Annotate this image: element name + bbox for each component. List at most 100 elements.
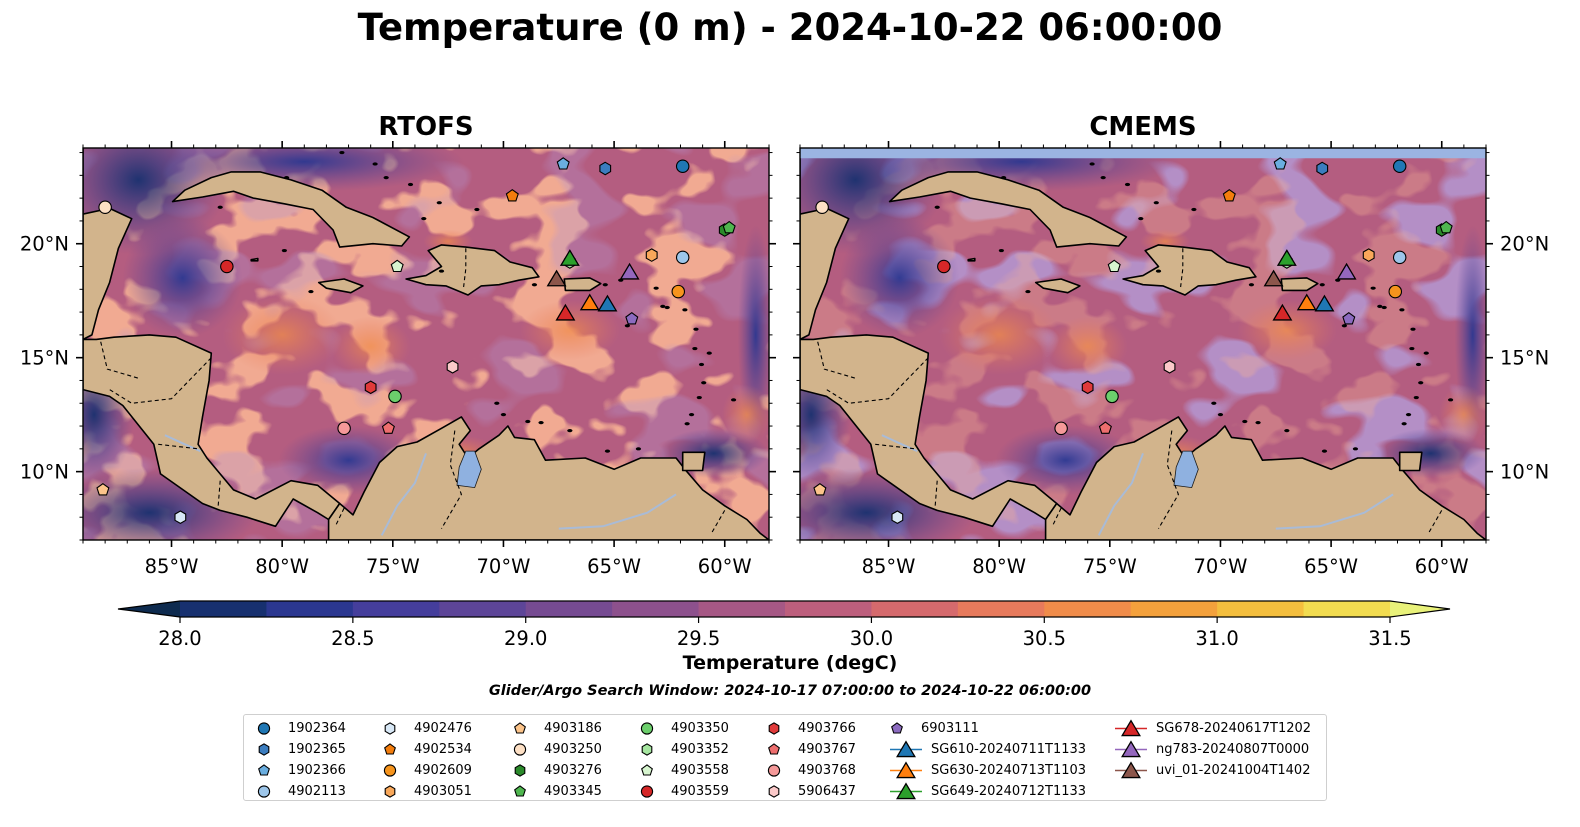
colorbar-segment xyxy=(612,601,700,617)
island xyxy=(730,398,737,402)
marker-4902476 xyxy=(174,510,187,525)
lon-tick-label: 70°W xyxy=(477,555,531,578)
island xyxy=(1284,429,1290,433)
island xyxy=(438,269,445,273)
colorbar-segment xyxy=(525,601,613,617)
legend-item-SG649-20240712T1133: SG649-20240712T1133 xyxy=(889,781,1089,802)
island xyxy=(1413,395,1419,400)
legend-symbol xyxy=(384,785,396,798)
lat-tick-label: 15°N xyxy=(1500,347,1549,370)
land-trinidad xyxy=(1398,451,1423,472)
legend-symbol xyxy=(640,722,654,735)
country-border xyxy=(711,510,726,534)
legend-label: SG678-20240617T1202 xyxy=(1156,721,1312,736)
marker-4903767 xyxy=(1098,421,1112,434)
island xyxy=(1370,286,1376,290)
legend-label: SG610-20240711T1133 xyxy=(931,742,1087,757)
panel-title-cmems: CMEMS xyxy=(1089,112,1197,142)
lon-tick-label: 80°W xyxy=(972,555,1026,578)
land-jamaica xyxy=(317,278,364,294)
island xyxy=(1089,162,1095,166)
island xyxy=(217,205,223,209)
land-yucatan xyxy=(83,148,133,341)
island xyxy=(602,283,608,287)
island xyxy=(706,351,712,355)
country-border xyxy=(826,357,929,404)
river xyxy=(558,493,677,530)
marker-4903559 xyxy=(220,259,234,274)
island xyxy=(1418,381,1424,385)
colorbar-segment xyxy=(439,601,527,617)
legend-symbol xyxy=(514,764,526,777)
colorbar-segment xyxy=(180,601,267,617)
island xyxy=(698,362,705,367)
marker-4903350 xyxy=(388,389,402,404)
legend-marker-4902113 xyxy=(257,785,271,798)
legend-item-4903276: 4903276 xyxy=(512,760,632,781)
marker-SG678-20240617T1202 xyxy=(555,303,576,321)
legend-label: 4903186 xyxy=(544,721,602,736)
land-south-america xyxy=(1044,416,1486,540)
legend-symbol xyxy=(514,785,526,797)
island xyxy=(1409,346,1415,351)
legend-symbol xyxy=(641,743,653,756)
legend-item-1902366: 1902366 xyxy=(256,760,376,781)
colorbar-extend-max xyxy=(1390,601,1450,617)
legend-label: ng783-20240807T0000 xyxy=(1156,742,1310,757)
island xyxy=(635,447,642,451)
marker-ng783-20240807T0000 xyxy=(1336,262,1357,280)
legend-item-4903558: 4903558 xyxy=(639,760,759,781)
legend-item-1902364: 1902364 xyxy=(256,718,376,739)
lake-maracaibo xyxy=(456,450,482,489)
land-cayman-lesser xyxy=(967,257,976,262)
island xyxy=(701,381,707,385)
colorbar-tick-label: 29.0 xyxy=(504,627,547,650)
colorbar-tick-label: 31.0 xyxy=(1195,627,1238,650)
colorbar-tick-label: 28.5 xyxy=(331,627,374,650)
legend-marker-1902365 xyxy=(258,743,270,756)
panel-title-rtofs: RTOFS xyxy=(378,112,474,142)
marker-4902609 xyxy=(1388,284,1403,299)
island xyxy=(383,176,389,180)
marker-1902364 xyxy=(1392,159,1407,173)
legend-symbol xyxy=(891,722,903,734)
legend-label: 4903559 xyxy=(671,784,729,799)
legend-symbol xyxy=(1115,719,1147,737)
map-panel-cmems: 85°W 80°W 75°W 70°W 65°W 60°W 10°N 15°N 20°N xyxy=(793,141,1549,578)
legend-item-4902113: 4902113 xyxy=(256,781,376,802)
colorbar-segment xyxy=(1303,601,1391,617)
lon-tick-label: 60°W xyxy=(698,555,752,578)
marker-4902534 xyxy=(505,189,519,202)
lon-tick-label: 85°W xyxy=(862,555,916,578)
legend-item-4903051: 4903051 xyxy=(382,781,502,802)
legend-label: SG630-20240713T1103 xyxy=(931,763,1087,778)
island xyxy=(500,413,507,417)
island xyxy=(1217,413,1224,417)
legend-item-4903768: 4903768 xyxy=(766,760,886,781)
legend-symbol xyxy=(768,722,780,735)
legend-item-SG630-20240713T1103: SG630-20240713T1103 xyxy=(889,760,1089,781)
legend-item-6903111: 6903111 xyxy=(889,718,1009,739)
marker-6903111 xyxy=(625,312,639,325)
legend-symbol xyxy=(513,743,527,756)
land-cuba xyxy=(888,171,1128,248)
legend-label: 4903276 xyxy=(544,763,602,778)
colorbar-label: Temperature (degC) xyxy=(682,652,898,674)
lat-tick-label: 10°N xyxy=(20,461,69,484)
legend-label: 4902113 xyxy=(288,784,346,799)
colorbar-segment xyxy=(698,601,786,617)
marker-4903766 xyxy=(1081,380,1094,395)
legend-item-1902365: 1902365 xyxy=(256,739,376,760)
marker-6903111 xyxy=(1342,312,1356,325)
colorbar-tick-label: 28.0 xyxy=(158,627,201,650)
land-cayman-lesser xyxy=(250,257,259,262)
legend-symbol xyxy=(383,764,397,777)
legend-symbol xyxy=(258,743,270,756)
colorbar-tick-label: 29.5 xyxy=(677,627,720,650)
marker-1902364 xyxy=(675,159,690,173)
legend-item-4903559: 4903559 xyxy=(639,781,759,802)
marker-uvi_01-20241004T1402 xyxy=(546,269,567,287)
island xyxy=(1211,401,1217,405)
legend-symbol xyxy=(1115,740,1147,758)
legend-item-ng783-20240807T0000: ng783-20240807T0000 xyxy=(1114,739,1314,760)
